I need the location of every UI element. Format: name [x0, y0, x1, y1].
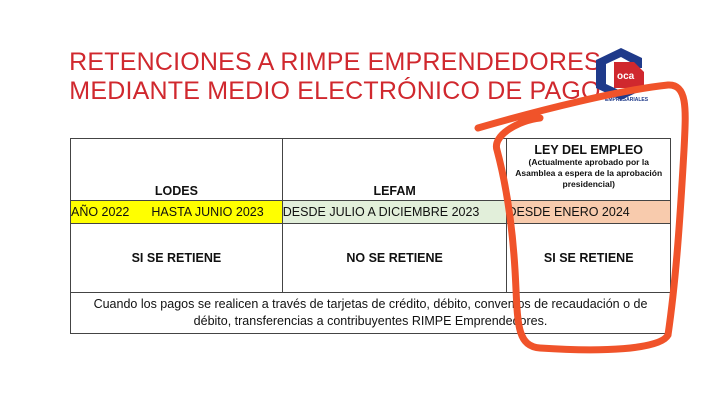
company-logo: oca [596, 48, 644, 100]
ley-note: (Actualmente aprobado por la Asamblea a … [515, 157, 663, 189]
title-line-2: MEDIANTE MEDIO ELECTRÓNICO DE PAGO [69, 77, 601, 105]
svg-text:oca: oca [617, 71, 635, 82]
footer-note: Cuando los pagos se realicen a través de… [70, 292, 671, 334]
period-lodes-a: AÑO 2022 [71, 205, 130, 219]
title-line-1: RETENCIONES A RIMPE EMPRENDEDORES [69, 48, 601, 76]
period-lodes: AÑO 2022 HASTA JUNIO 2023 [70, 200, 283, 224]
period-ley-empleo: DESDE ENERO 2024 [506, 200, 671, 224]
result-lodes: SI SE RETIENE [70, 223, 283, 293]
period-lodes-b: HASTA JUNIO 2023 [151, 205, 264, 219]
result-ley-empleo: SI SE RETIENE [506, 223, 671, 293]
period-lefam: DESDE JULIO A DICIEMBRE 2023 [281, 200, 508, 224]
header-lodes: LODES [70, 138, 283, 201]
ley-title: LEY DEL EMPLEO [534, 143, 644, 157]
header-ley-empleo: LEY DEL EMPLEO (Actualmente aprobado por … [506, 138, 671, 201]
document-title: RETENCIONES A RIMPE EMPRENDEDORES MEDIAN… [60, 48, 610, 106]
logo-subtitle: EMPRESARIALES [605, 97, 649, 103]
retention-table: LODES LEFAM LEY DEL EMPLEO (Actualmente a… [70, 138, 671, 334]
